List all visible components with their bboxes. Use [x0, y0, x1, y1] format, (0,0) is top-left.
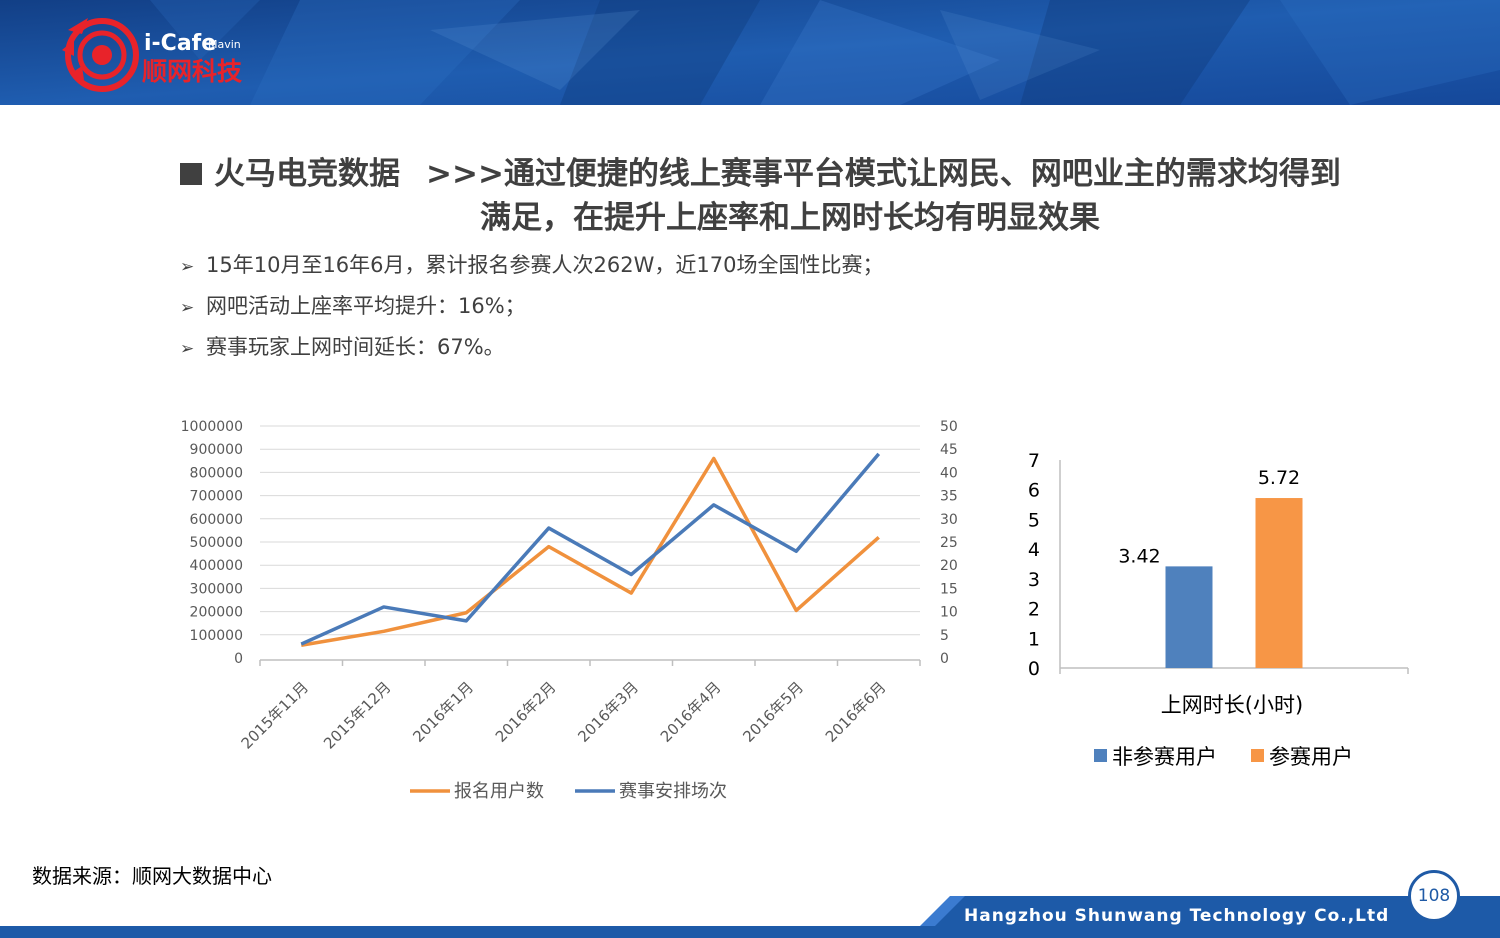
y-right-tick-label: 45	[940, 442, 958, 458]
y-left-tick-label: 200000	[190, 605, 243, 621]
y-right-tick-label: 15	[940, 581, 958, 597]
bar-category-label: 上网时长(小时)	[1161, 693, 1303, 717]
footer-band	[0, 896, 1500, 938]
bullet-item: ➢ 15年10月至16年6月，累计报名参赛人次262W，近170场全国性比赛；	[180, 247, 883, 288]
header-banner: i-Cafe Mavin 顺网科技	[0, 0, 1500, 105]
y-left-tick-label: 100000	[190, 628, 243, 644]
bar-legend-swatch	[1094, 749, 1107, 762]
y-left-tick-label: 700000	[190, 489, 243, 505]
x-tick-label: 2016年5月	[739, 678, 807, 746]
x-tick-label: 2016年1月	[409, 678, 477, 746]
title-square-bullet-icon	[180, 163, 202, 185]
logo-brand-en: i-Cafe	[144, 31, 216, 56]
y-right-tick-label: 35	[940, 489, 958, 505]
bar	[1165, 566, 1213, 668]
bar-y-tick-label: 6	[1028, 480, 1040, 502]
bar	[1255, 498, 1303, 668]
bar-data-label: 5.72	[1258, 467, 1300, 489]
slide-title: 火马电竞数据 >>>通过便捷的线上赛事平台模式让网民、网吧业主的需求均得到 满足，…	[180, 152, 1400, 240]
y-right-tick-label: 30	[940, 512, 958, 528]
data-source-note: 数据来源：顺网大数据中心	[32, 864, 272, 888]
bullet-item: ➢ 网吧活动上座率平均提升：16%；	[180, 288, 883, 329]
page-number-badge: 108	[1408, 870, 1460, 922]
bar-legend-label: 非参赛用户	[1112, 745, 1217, 769]
bullet-text: 赛事玩家上网时间延长：67%。	[206, 335, 505, 359]
y-right-tick-label: 20	[940, 558, 958, 574]
title-lead: 火马电竞数据	[214, 156, 400, 192]
x-tick-label: 2016年4月	[657, 678, 725, 746]
x-tick-label: 2016年6月	[822, 678, 890, 746]
y-right-tick-label: 5	[940, 628, 949, 644]
y-right-tick-label: 0	[940, 651, 949, 667]
y-right-tick-label: 10	[940, 605, 958, 621]
series-line	[300, 452, 881, 646]
arrow-bullet-icon: ➢	[180, 257, 195, 277]
x-tick-label: 2015年11月	[238, 678, 312, 752]
footer-company-name: Hangzhou Shunwang Technology Co.,Ltd	[964, 906, 1390, 926]
title-rest: >>>通过便捷的线上赛事平台模式让网民、网吧业主的需求均得到	[426, 156, 1341, 192]
legend-label: 报名用户数	[454, 781, 544, 802]
bar-y-tick-label: 4	[1028, 539, 1040, 561]
y-left-tick-label: 900000	[190, 442, 243, 458]
bullet-text: 15年10月至16年6月，累计报名参赛人次262W，近170场全国性比赛；	[206, 253, 884, 277]
bullet-list: ➢ 15年10月至16年6月，累计报名参赛人次262W，近170场全国性比赛； ➢…	[180, 247, 883, 370]
title-line-2: 满足，在提升上座率和上网时长均有明显效果	[480, 200, 1100, 236]
y-left-tick-label: 500000	[190, 535, 243, 551]
y-right-tick-label: 40	[940, 465, 958, 481]
y-right-tick-label: 50	[940, 419, 958, 435]
bar-legend-label: 参赛用户	[1269, 745, 1353, 769]
y-left-tick-label: 300000	[190, 581, 243, 597]
bullet-text: 网吧活动上座率平均提升：16%；	[206, 294, 526, 318]
y-left-tick-label: 0	[234, 651, 243, 667]
logo-brand-small: Mavin	[208, 38, 241, 51]
company-logo: i-Cafe Mavin 顺网科技	[60, 10, 300, 100]
y-left-tick-label: 1000000	[181, 419, 243, 435]
bar-y-tick-label: 7	[1028, 450, 1040, 472]
y-left-tick-label: 400000	[190, 558, 243, 574]
bullet-item: ➢ 赛事玩家上网时间延长：67%。	[180, 329, 883, 370]
logo-brand-cn: 顺网科技	[142, 57, 242, 86]
header-background	[0, 0, 1500, 105]
x-tick-label: 2016年2月	[492, 678, 560, 746]
y-left-tick-label: 600000	[190, 512, 243, 528]
series-line	[300, 456, 880, 647]
logo-mark: i-Cafe Mavin 顺网科技	[62, 18, 242, 92]
y-left-tick-label: 800000	[190, 465, 243, 481]
bar-data-label: 3.42	[1118, 545, 1160, 567]
bar-y-tick-label: 0	[1028, 658, 1040, 680]
bar-y-tick-label: 2	[1028, 599, 1040, 621]
arrow-bullet-icon: ➢	[180, 298, 195, 318]
x-tick-label: 2015年12月	[320, 678, 394, 752]
bar-y-tick-label: 3	[1028, 569, 1040, 591]
arrow-bullet-icon: ➢	[180, 339, 195, 359]
bar-y-tick-label: 1	[1028, 628, 1040, 650]
y-right-tick-label: 25	[940, 535, 958, 551]
legend-label: 赛事安排场次	[619, 781, 727, 802]
bar-y-tick-label: 5	[1028, 509, 1040, 531]
title-line-1: 火马电竞数据 >>>通过便捷的线上赛事平台模式让网民、网吧业主的需求均得到	[180, 152, 1400, 196]
bar-legend-swatch	[1251, 749, 1264, 762]
x-tick-label: 2016年3月	[574, 678, 642, 746]
